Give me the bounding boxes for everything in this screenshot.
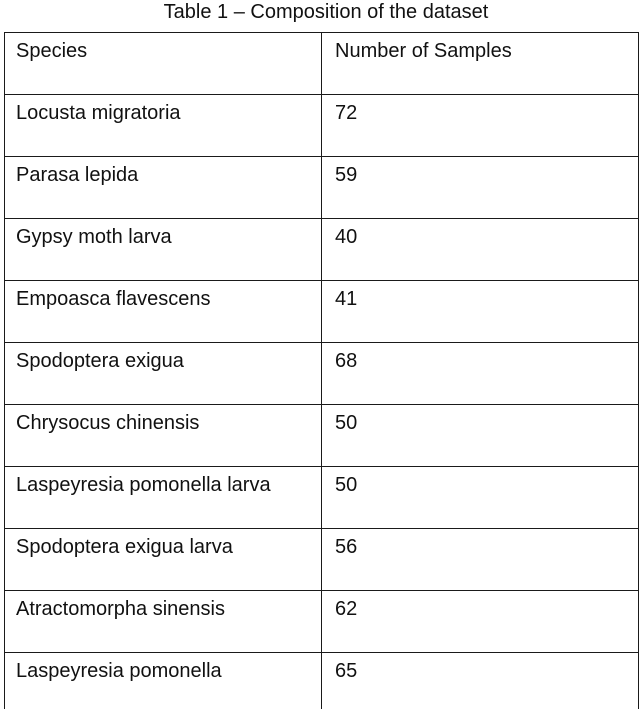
header-cell-number-of-samples: Number of Samples: [322, 33, 639, 95]
sample-count-cell: 41: [322, 281, 639, 343]
table-row: Chrysocus chinensis 50: [5, 405, 639, 467]
sample-count: 59: [335, 157, 638, 185]
sample-count-cell: 50: [322, 467, 639, 529]
table-row: Spodoptera exigua larva 56: [5, 529, 639, 591]
header-number-of-samples-label: Number of Samples: [335, 33, 638, 61]
species-cell: Chrysocus chinensis: [5, 405, 322, 467]
species-cell: Spodoptera exigua: [5, 343, 322, 405]
table-row: Laspeyresia pomonella larva 50: [5, 467, 639, 529]
sample-count: 50: [335, 467, 638, 495]
sample-count-cell: 62: [322, 591, 639, 653]
species-cell: Locusta migratoria: [5, 95, 322, 157]
dataset-table-container: Species Number of Samples Locusta migrat…: [4, 32, 638, 709]
species-cell: Empoasca flavescens: [5, 281, 322, 343]
species-name: Locusta migratoria: [16, 95, 321, 123]
sample-count: 40: [335, 219, 638, 247]
species-name: Spodoptera exigua: [16, 343, 321, 371]
species-name: Chrysocus chinensis: [16, 405, 321, 433]
species-name: Spodoptera exigua larva: [16, 529, 321, 557]
sample-count-cell: 68: [322, 343, 639, 405]
table-row: Locusta migratoria 72: [5, 95, 639, 157]
sample-count-cell: 59: [322, 157, 639, 219]
species-cell: Atractomorpha sinensis: [5, 591, 322, 653]
sample-count: 50: [335, 405, 638, 433]
table-row: Atractomorpha sinensis 62: [5, 591, 639, 653]
species-cell: Laspeyresia pomonella: [5, 653, 322, 709]
table-row: Empoasca flavescens 41: [5, 281, 639, 343]
header-species-label: Species: [16, 33, 321, 61]
table-row: Spodoptera exigua 68: [5, 343, 639, 405]
table-row: Laspeyresia pomonella 65: [5, 653, 639, 709]
species-cell: Parasa lepida: [5, 157, 322, 219]
table-caption: Table 1 – Composition of the dataset: [0, 0, 640, 27]
sample-count: 62: [335, 591, 638, 619]
species-name: Gypsy moth larva: [16, 219, 321, 247]
sample-count-cell: 65: [322, 653, 639, 709]
sample-count: 41: [335, 281, 638, 309]
species-cell: Laspeyresia pomonella larva: [5, 467, 322, 529]
table-row: Gypsy moth larva 40: [5, 219, 639, 281]
species-name: Laspeyresia pomonella: [16, 653, 321, 681]
species-name: Parasa lepida: [16, 157, 321, 185]
sample-count: 72: [335, 95, 638, 123]
header-cell-species: Species: [5, 33, 322, 95]
sample-count: 68: [335, 343, 638, 371]
sample-count-cell: 40: [322, 219, 639, 281]
species-cell: Gypsy moth larva: [5, 219, 322, 281]
sample-count: 65: [335, 653, 638, 681]
table-header-row: Species Number of Samples: [5, 33, 639, 95]
table-row: Parasa lepida 59: [5, 157, 639, 219]
sample-count-cell: 50: [322, 405, 639, 467]
species-name: Empoasca flavescens: [16, 281, 321, 309]
sample-count-cell: 72: [322, 95, 639, 157]
sample-count-cell: 56: [322, 529, 639, 591]
species-cell: Spodoptera exigua larva: [5, 529, 322, 591]
sample-count: 56: [335, 529, 638, 557]
dataset-composition-table: Species Number of Samples Locusta migrat…: [4, 32, 639, 709]
species-name: Laspeyresia pomonella larva: [16, 467, 321, 495]
species-name: Atractomorpha sinensis: [16, 591, 321, 619]
